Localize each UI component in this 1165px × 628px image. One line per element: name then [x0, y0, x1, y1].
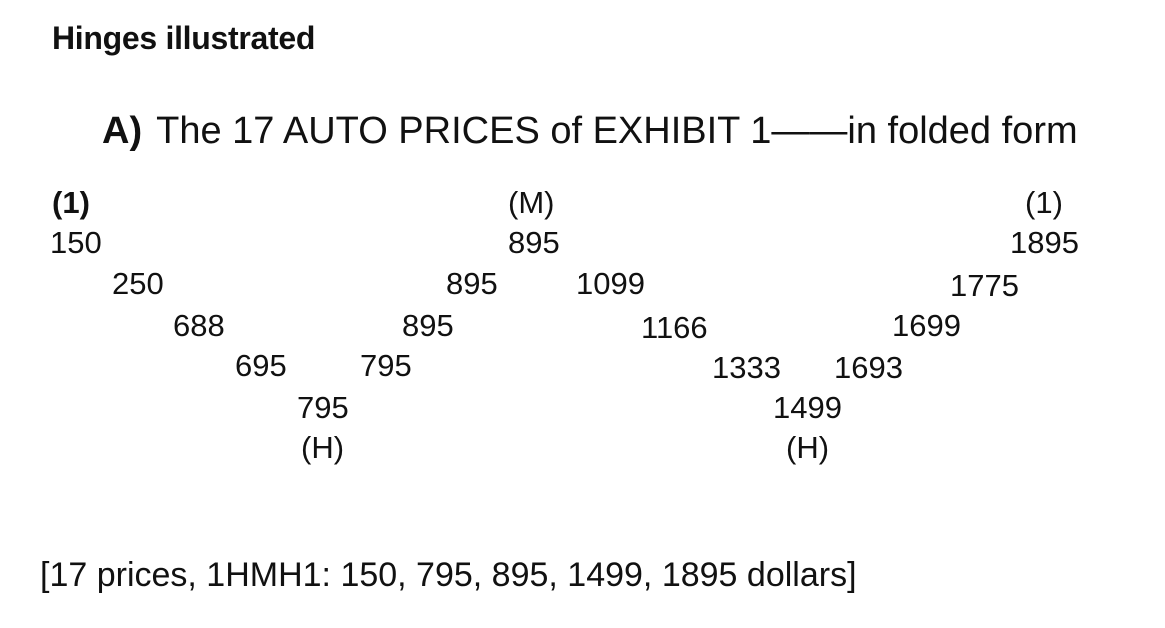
fold-value: 1775 [950, 268, 1019, 303]
fold-value: 795 [360, 348, 412, 383]
section-title: A) The 17 AUTO PRICES of EXHIBIT 1——in fo… [102, 110, 1078, 153]
depth-label-median: (M) [508, 185, 555, 220]
depth-label-right-hinge: (H) [786, 430, 830, 465]
fold-value: 1499 [773, 390, 842, 425]
fold-value: 1099 [576, 266, 645, 301]
fold-value: 1895 [1010, 225, 1079, 260]
fold-value: 895 [446, 266, 498, 301]
fold-value: 1693 [834, 350, 903, 385]
depth-label-left-one: (1) [52, 185, 90, 220]
page-heading: Hinges illustrated [52, 20, 316, 56]
fold-value: 1699 [892, 308, 961, 343]
fold-value: 1333 [712, 350, 781, 385]
fold-value: 695 [235, 348, 287, 383]
fold-value: 688 [173, 308, 225, 343]
section-title-text: The 17 AUTO PRICES of EXHIBIT 1——in fold… [156, 110, 1078, 152]
section-label: A) [102, 110, 143, 152]
fold-value: 1166 [641, 310, 708, 345]
depth-label-right-one: (1) [1025, 185, 1063, 220]
fold-value: 250 [112, 266, 164, 301]
depth-label-left-hinge: (H) [301, 430, 345, 465]
fold-value: 895 [402, 308, 454, 343]
summary-line: [17 prices, 1HMH1: 150, 795, 895, 1499, … [40, 556, 857, 594]
fold-value: 150 [50, 225, 102, 260]
fold-value: 895 [508, 225, 560, 260]
fold-value: 795 [297, 390, 349, 425]
